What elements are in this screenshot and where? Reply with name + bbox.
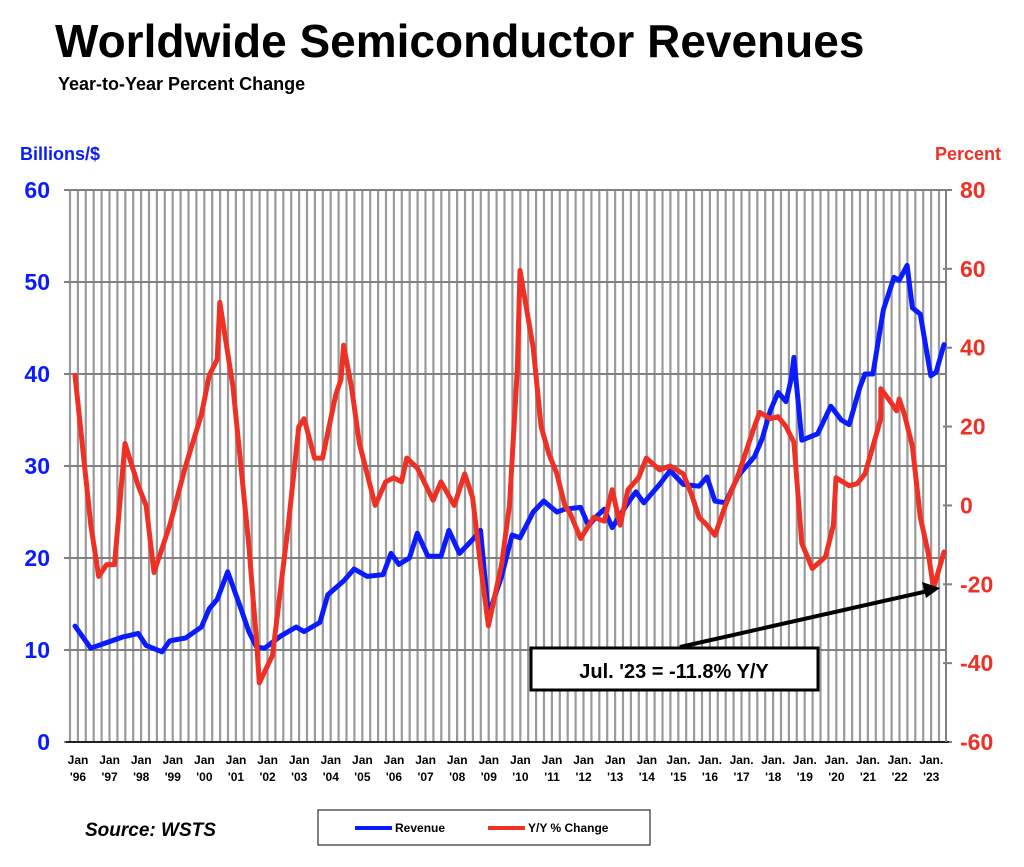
x-tick-label-year: '10 (512, 770, 529, 784)
x-tick-label-month: Jan. (730, 753, 754, 767)
x-tick-label-year: '11 (544, 770, 560, 784)
x-tick-label-year: '03 (291, 770, 308, 784)
x-tick-label-month: Jan. (666, 753, 690, 767)
x-tick-label-year: '01 (228, 770, 245, 784)
x-tick-label-year: '99 (165, 770, 182, 784)
annotation: Jul. '23 = -11.8% Y/Y (529, 582, 940, 692)
x-tick-label-month: Jan (289, 753, 310, 767)
legend-label-revenue: Revenue (395, 821, 445, 835)
x-tick-label-year: '21 (860, 770, 877, 784)
x-tick-label-month: Jan (131, 753, 152, 767)
x-tick-label-month: Jan (415, 753, 436, 767)
left-tick-label: 10 (24, 637, 50, 663)
arrowhead-icon (922, 582, 940, 598)
series-line-revenue (72, 262, 947, 655)
annotation-arrow (679, 589, 929, 649)
left-tick-label: 30 (24, 453, 50, 479)
x-tick-label-month: Jan (447, 753, 468, 767)
x-tick-label-month: Jan (636, 753, 657, 767)
x-tick-label-year: '05 (354, 770, 371, 784)
left-tick-label: 50 (24, 269, 50, 295)
left-tick-label: 0 (37, 729, 50, 755)
x-tick-label-year: '08 (449, 770, 466, 784)
left-tick-label: 60 (24, 177, 50, 203)
annotation-box (529, 646, 820, 692)
x-tick-label-year: '12 (575, 770, 592, 784)
legend-box (317, 809, 651, 846)
chart-subtitle: Year-to-Year Percent Change (58, 74, 305, 94)
source-note: Source: WSTS (85, 820, 216, 841)
x-tick-label-month: Jan. (698, 753, 722, 767)
left-axis-label: Billions/$ (20, 144, 100, 164)
x-tick-label-month: Jan. (888, 753, 912, 767)
right-tick-label: -60 (960, 729, 993, 755)
x-tick-label-month: Jan (542, 753, 563, 767)
right-tick-label: -20 (960, 571, 993, 597)
left-tick-label: 20 (24, 545, 50, 571)
x-tick-label-year: '20 (828, 770, 845, 784)
x-tick-label-year: '17 (733, 770, 750, 784)
x-tick-label-year: '23 (923, 770, 940, 784)
x-tick-label-month: Jan (194, 753, 215, 767)
legend: Revenue Y/Y % Change (317, 809, 651, 846)
right-tick-label: 80 (960, 177, 986, 203)
x-tick-label-month: Jan (68, 753, 89, 767)
x-tick-label-month: Jan (162, 753, 183, 767)
x-tick-label-month: Jan (352, 753, 373, 767)
x-tick-label-year: '98 (133, 770, 150, 784)
x-tick-label-month: Jan (573, 753, 594, 767)
x-tick-label-month: Jan. (919, 753, 943, 767)
x-tick-label-year: '15 (670, 770, 687, 784)
x-tick-label-month: Jan (605, 753, 626, 767)
right-tick-label: -40 (960, 650, 993, 676)
x-tick-label-year: '02 (259, 770, 276, 784)
x-tick-label-year: '00 (196, 770, 213, 784)
x-tick-label-year: '18 (765, 770, 782, 784)
x-tick-label-year: '22 (891, 770, 908, 784)
x-tick-label-year: '14 (639, 770, 656, 784)
right-tick-label: 20 (960, 414, 986, 440)
x-tick-label-year: '06 (386, 770, 403, 784)
axis-ticks: 0 10 20 30 40 50 60 -60 -40 -20 0 20 40 60 80 Jan '96 Jan… (24, 177, 993, 784)
x-tick-label-month: Jan (384, 753, 405, 767)
x-tick-label-month: Jan (320, 753, 341, 767)
x-tick-label-year: '07 (417, 770, 434, 784)
x-tick-label-month: Jan. (793, 753, 817, 767)
x-tick-label-month: Jan. (824, 753, 848, 767)
x-tick-label-month: Jan (257, 753, 278, 767)
x-tick-label-year: '16 (702, 770, 719, 784)
x-tick-label-year: '09 (481, 770, 498, 784)
x-tick-label-year: '19 (797, 770, 814, 784)
legend-label-yy: Y/Y % Change (528, 821, 609, 835)
right-tick-label: 0 (960, 492, 973, 518)
x-tick-label-year: '13 (607, 770, 624, 784)
right-axis-label: Percent (935, 144, 1001, 164)
series-lines (72, 262, 947, 686)
right-tick-label: 40 (960, 335, 986, 361)
x-tick-label-month: Jan (99, 753, 120, 767)
annotation-text: Jul. '23 = -11.8% Y/Y (579, 661, 769, 683)
x-tick-label-month: Jan. (761, 753, 785, 767)
x-tick-label-year: '96 (70, 770, 87, 784)
x-tick-label-month: Jan (478, 753, 499, 767)
x-tick-label-month: Jan (510, 753, 531, 767)
x-tick-label-month: Jan. (856, 753, 880, 767)
right-tick-label: 60 (960, 256, 986, 282)
x-tick-label-year: '04 (323, 770, 340, 784)
left-tick-label: 40 (24, 361, 50, 387)
x-tick-label-year: '97 (101, 770, 118, 784)
chart-title: Worldwide Semiconductor Revenues (55, 15, 864, 67)
x-tick-label-month: Jan (226, 753, 247, 767)
series-line-yy-change (72, 267, 947, 686)
